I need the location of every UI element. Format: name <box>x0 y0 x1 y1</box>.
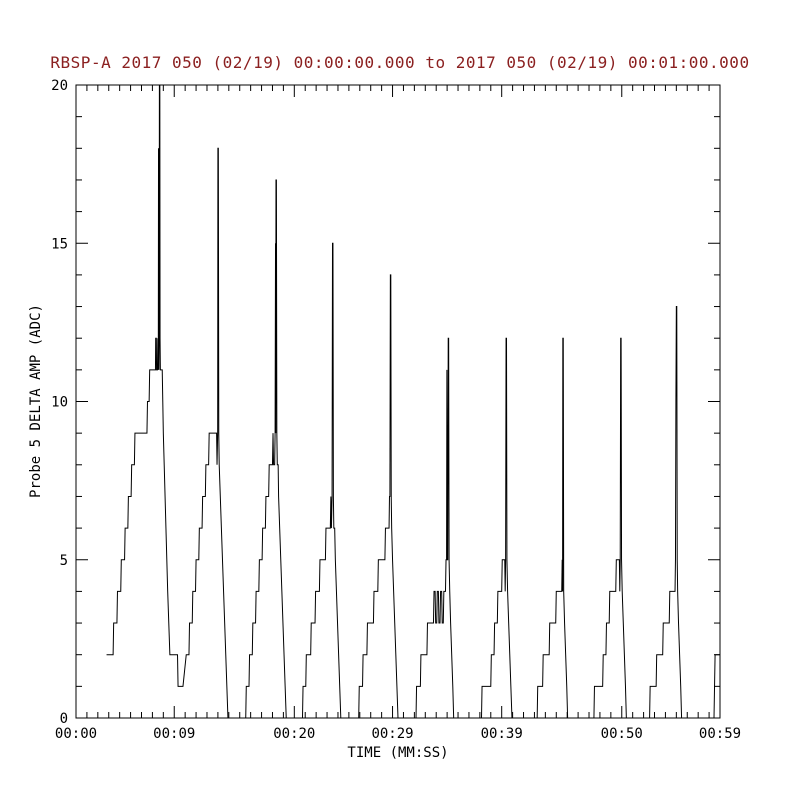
x-axis-label: TIME (MM:SS) <box>347 745 448 761</box>
x-tick-label: 00:59 <box>699 726 741 742</box>
x-tick-label: 00:20 <box>273 726 315 742</box>
x-tick-label: 00:09 <box>153 726 195 742</box>
y-tick-label: 20 <box>51 78 68 94</box>
plot-generated-layer: 00:00 00:09 00:20 00:29 00:39 00:50 00:59 0 5 10 1… <box>51 78 741 742</box>
y-tick-label: 15 <box>51 236 68 252</box>
x-tick-label: 00:50 <box>601 726 643 742</box>
x-tick-label: 00:39 <box>481 726 523 742</box>
y-tick-label: 0 <box>60 711 68 727</box>
y-tick-label: 10 <box>51 395 68 411</box>
x-tick-label: 00:29 <box>371 726 413 742</box>
chart-title: RBSP-A 2017 050 (02/19) 00:00:00.000 to … <box>50 53 749 72</box>
data-trace <box>106 84 720 719</box>
y-axis-label: Probe 5 DELTA AMP (ADC) <box>28 304 44 498</box>
x-tick-label: 00:00 <box>55 726 97 742</box>
y-tick-label: 5 <box>60 553 68 569</box>
